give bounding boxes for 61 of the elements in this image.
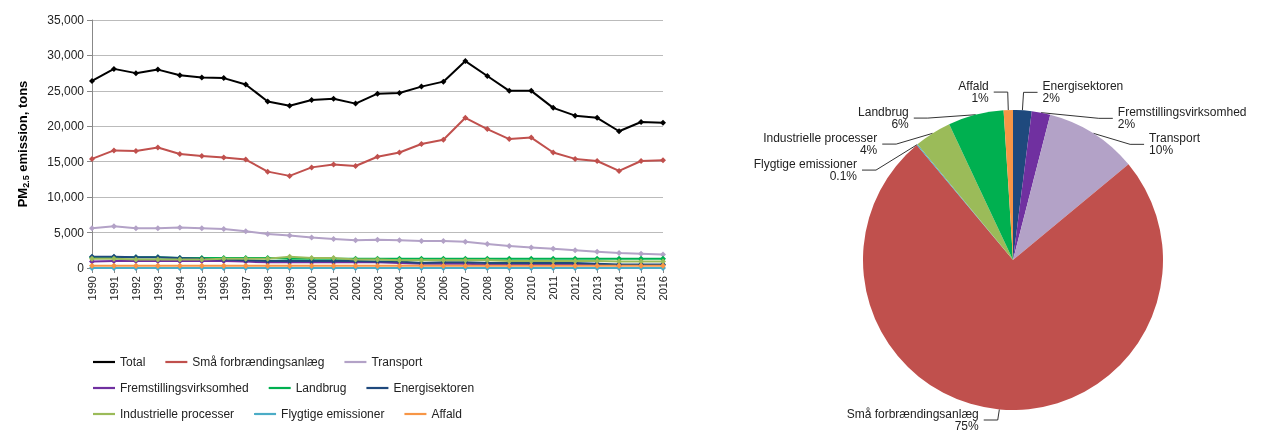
x-tick-label: 2016: [657, 276, 669, 301]
legend-label: Affald: [431, 407, 462, 421]
x-tick-label: 2005: [415, 276, 428, 301]
x-tick-label: 2007: [459, 276, 472, 301]
legend-label: Fremstillingsvirksomhed: [120, 381, 249, 395]
x-tick-label: 1999: [283, 276, 296, 301]
y-tick-label: 25,000: [47, 83, 85, 98]
x-tick-label: 2009: [503, 276, 516, 301]
x-tick-label: 1996: [217, 276, 230, 301]
slice-label: Landbrug: [858, 105, 909, 120]
legend-label: Flygtige emissioner: [281, 407, 385, 421]
data-label: 75%: [954, 419, 980, 433]
y-tick-label: 15,000: [47, 154, 85, 169]
x-tick-label: 1991: [107, 276, 120, 301]
y-tick-label: 20,000: [47, 119, 85, 134]
x-tick-label: 1992: [129, 276, 142, 301]
y-axis-title: PM2.5 emission, tons: [15, 80, 31, 208]
y-tick-label: 5,000: [53, 225, 85, 240]
legend-label: Landbrug: [295, 381, 347, 395]
y-tick-label: 0: [77, 261, 85, 275]
legend-label: Energisektoren: [393, 381, 475, 395]
x-tick-label: 2012: [569, 276, 582, 301]
x-tick-label: 2010: [525, 276, 538, 301]
x-tick-label: 1995: [195, 276, 208, 301]
data-label: 1%: [971, 91, 990, 106]
slice-label: Affald: [958, 79, 989, 94]
x-tick-label: 1993: [151, 276, 164, 301]
legend-label: Små forbrændingsanlæg: [192, 355, 325, 369]
x-tick-label: 2011: [547, 276, 560, 300]
x-tick-label: 2001: [327, 276, 340, 301]
x-tick-label: 2014: [613, 276, 626, 301]
data-label: 0.1%: [829, 169, 858, 184]
legend-label: Industrielle processer: [120, 407, 235, 421]
slice-label: Industrielle processer: [763, 131, 878, 146]
data-label: 10%: [1149, 143, 1174, 158]
y-tick-label: 30,000: [47, 48, 85, 63]
x-tick-label: 2013: [591, 276, 604, 301]
data-label: 2%: [1117, 117, 1136, 132]
y-tick-label: 10,000: [47, 190, 85, 205]
data-label: 6%: [891, 117, 910, 132]
x-tick-label: 1997: [239, 276, 252, 301]
slice-label: Energisektoren: [1042, 79, 1124, 94]
data-label: 2%: [1042, 91, 1061, 106]
x-tick-label: 1998: [261, 276, 274, 301]
slice-label: Fremstillingsvirksomhed: [1117, 105, 1247, 120]
legend-label: Total: [120, 355, 146, 369]
x-tick-label: 1990: [86, 276, 98, 301]
x-tick-label: 2008: [481, 276, 494, 301]
x-tick-label: 2000: [305, 276, 318, 301]
slice-label: Flygtige emissioner: [753, 157, 858, 172]
x-tick-label: 2006: [437, 276, 450, 301]
y-tick-label: 35,000: [47, 13, 85, 27]
legend-label: Transport: [371, 355, 423, 369]
data-label: 4%: [859, 143, 878, 158]
x-tick-label: 2002: [349, 276, 362, 301]
x-tick-label: 2003: [371, 276, 384, 301]
x-tick-label: 1994: [173, 276, 186, 301]
x-tick-label: 2015: [635, 276, 648, 301]
slice-label: Små forbrændingsanlæg: [846, 407, 979, 421]
x-tick-label: 2004: [393, 276, 406, 301]
slice-label: Transport: [1149, 131, 1201, 146]
